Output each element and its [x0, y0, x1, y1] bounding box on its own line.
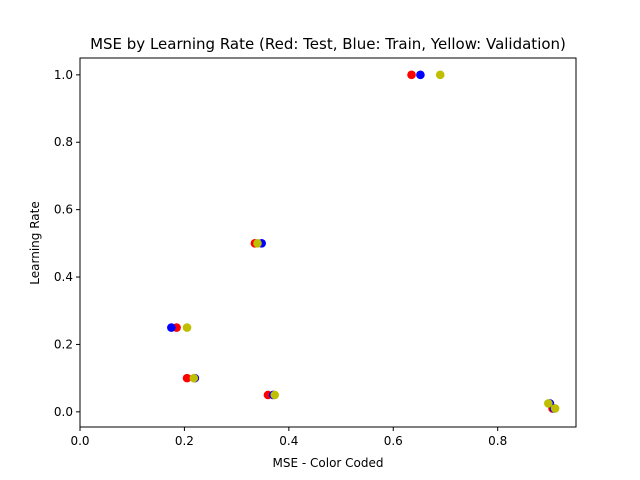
point-validation-2 — [182, 323, 192, 332]
point-validation-1 — [253, 239, 262, 248]
point-validation-5 — [544, 399, 553, 408]
y-tick-label: 0.4 — [54, 270, 73, 284]
x-tick-label: 0.2 — [175, 434, 194, 448]
points-layer — [167, 70, 560, 413]
x-tick-label: 0.4 — [279, 434, 298, 448]
point-train-2 — [167, 323, 176, 332]
y-axis-label: Learning Rate — [28, 201, 42, 284]
x-tick-label: 0.6 — [384, 434, 403, 448]
point-train-0 — [416, 70, 425, 80]
x-tick-label: 0.8 — [488, 434, 507, 448]
point-test-0 — [407, 70, 416, 80]
point-validation-4 — [270, 390, 280, 400]
point-validation-6 — [550, 404, 560, 413]
chart-title: MSE by Learning Rate (Red: Test, Blue: T… — [90, 35, 566, 53]
y-tick-label: 0.2 — [54, 337, 73, 351]
plot-frame — [79, 57, 577, 428]
x-axis: 0.0 0.2 0.4 0.6 0.8 — [70, 427, 507, 448]
x-axis-label: MSE - Color Coded — [273, 456, 384, 470]
y-tick-label: 0.0 — [54, 405, 73, 419]
y-axis: 0.0 0.2 0.4 0.6 0.8 1.0 — [54, 68, 80, 419]
x-tick-label: 0.0 — [70, 434, 89, 448]
point-validation-3 — [189, 373, 199, 383]
point-validation-0 — [435, 70, 445, 80]
y-tick-label: 0.6 — [54, 203, 73, 217]
y-tick-label: 1.0 — [54, 68, 73, 82]
y-tick-label: 0.8 — [54, 135, 73, 149]
point-test-3 — [182, 373, 192, 383]
